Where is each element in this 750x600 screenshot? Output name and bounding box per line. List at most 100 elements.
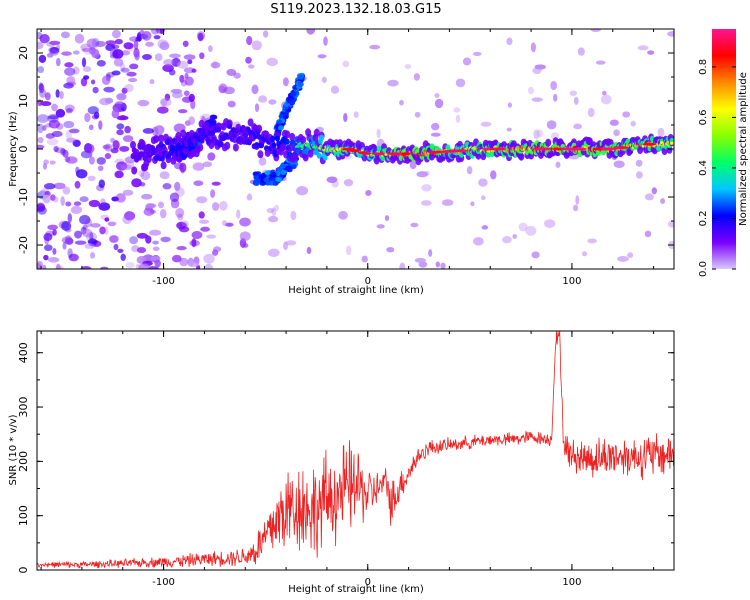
- spectrogram-cell: [98, 202, 111, 211]
- spectrogram-cell: [129, 236, 139, 245]
- spectrogram-cell: [179, 257, 189, 267]
- spectrogram-cell: [555, 161, 561, 168]
- spectrogram-cell: [81, 57, 87, 68]
- spectrogram-cell: [152, 246, 160, 252]
- spectrogram-cell: [164, 93, 171, 102]
- spectrogram-cell: [46, 138, 59, 146]
- spectrogram-cell: [285, 240, 297, 246]
- spectrogram-cell: [169, 192, 180, 203]
- spectrogram-cell: [575, 195, 580, 205]
- spectrogram-cell: [79, 196, 89, 203]
- spectrogram-cell: [81, 48, 91, 53]
- spectrogram-cell: [37, 144, 45, 149]
- spectrogram-cell: [502, 236, 512, 244]
- spectrogram-cell: [266, 208, 275, 214]
- spectrogram-cell: [323, 36, 328, 46]
- spectrogram-cell: [37, 137, 44, 144]
- spectrogram-cell: [153, 135, 160, 144]
- spectrogram-cell: [153, 35, 161, 40]
- spectrogram-cell: [512, 234, 517, 239]
- spectrogram-cell: [116, 129, 124, 136]
- spectrogram-cell: [120, 253, 126, 262]
- spectrogram-cell: [145, 203, 155, 209]
- spectrogram-cell: [258, 157, 267, 166]
- spectrogram-cell: [42, 125, 47, 131]
- spectrogram-cell: [581, 251, 588, 257]
- spectrogram-ylabel: Frequency (Hz): [8, 111, 19, 187]
- spectrogram-cell: [587, 107, 595, 118]
- spectrogram-cell: [206, 234, 217, 239]
- spectrogram-cell: [289, 99, 295, 105]
- spectrogram-cell: [533, 147, 547, 151]
- spectrogram-cell: [236, 209, 241, 219]
- spectrogram-cell: [203, 253, 215, 264]
- spectrogram-cell: [55, 108, 66, 118]
- spectrogram-cell: [258, 174, 265, 180]
- spectrogram-cell: [428, 150, 442, 154]
- spectrogram-cell: [72, 50, 80, 55]
- spectrogram-cell: [112, 140, 120, 150]
- spectrogram-cell: [282, 77, 289, 87]
- spectrogram-cell: [183, 54, 196, 60]
- spectrogram-cell: [47, 224, 58, 231]
- spectrogram-cell: [74, 33, 85, 44]
- spectrogram-cell: [647, 50, 655, 55]
- spectrogram-cell: [182, 40, 189, 47]
- spectrogram-cell: [60, 31, 70, 39]
- spectrogram-cell: [160, 161, 167, 170]
- spectrogram-cell: [421, 184, 432, 192]
- spectrogram-cell: [384, 215, 390, 222]
- colorbar: 0.0 0.2 0.4 0.6 0.8 Normalized spectral ampl…: [698, 29, 749, 277]
- spectrogram-cell: [262, 30, 269, 38]
- spectrogram-cell: [124, 211, 136, 221]
- snr-y-tick-label: 400: [17, 342, 30, 363]
- spectrogram-cell: [198, 219, 210, 224]
- spectrogram-cell: [149, 79, 155, 85]
- spectrogram-cell: [149, 209, 157, 214]
- spectrogram-cell: [44, 235, 50, 245]
- spectrogram-cell: [251, 84, 259, 95]
- spectrogram-cell: [190, 99, 196, 110]
- spectrogram-cell: [170, 88, 183, 94]
- spectrogram-cell: [552, 147, 562, 151]
- spectrogram-cell: [245, 126, 251, 133]
- spectrogram-cell: [338, 210, 348, 220]
- spectrogram-x-tick-label: -100: [152, 276, 175, 287]
- spectrogram-cell: [104, 143, 113, 152]
- spectrogram-cell: [135, 36, 142, 42]
- spectrogram-cell: [66, 76, 76, 85]
- spectrogram-cell: [224, 141, 231, 150]
- spectrogram-cell: [168, 69, 176, 76]
- spectrogram-cell: [54, 147, 66, 154]
- spectrogram-cell: [70, 205, 83, 214]
- spectrogram-cell: [506, 37, 513, 46]
- spectrogram-cell: [613, 160, 625, 168]
- spectrogram-cell: [219, 200, 228, 211]
- spectrogram-cell: [159, 41, 170, 51]
- spectrogram-cell: [518, 222, 528, 232]
- spectrogram-cell: [149, 229, 162, 236]
- spectrogram-cell: [124, 84, 134, 93]
- spectrogram-cell: [414, 257, 427, 263]
- spectrogram-cell: [635, 171, 643, 179]
- spectrogram-cell: [138, 263, 150, 269]
- spectrogram-cell: [263, 177, 270, 183]
- spectrogram-cell: [602, 147, 618, 151]
- spectrogram-cell: [660, 198, 666, 205]
- spectrogram-y-tick-label: 10: [17, 94, 30, 108]
- spectrogram-cell: [343, 179, 354, 187]
- spectrogram-cell: [216, 126, 222, 133]
- snr-y-tick-label: 0: [17, 567, 30, 574]
- spectrogram-cell: [387, 152, 404, 156]
- spectrogram-cell: [50, 194, 56, 201]
- spectrogram-cell: [530, 42, 536, 53]
- spectrogram-cell: [361, 255, 368, 263]
- spectrogram-cell: [45, 230, 55, 237]
- spectrogram-cell: [72, 139, 81, 147]
- spectrogram-cell: [119, 145, 130, 152]
- spectrogram-marks: [37, 29, 674, 269]
- spectrogram-cell: [163, 58, 174, 66]
- spectrogram-cell: [326, 176, 338, 183]
- spectrogram-cell: [42, 194, 51, 204]
- spectrogram-cell: [572, 204, 579, 212]
